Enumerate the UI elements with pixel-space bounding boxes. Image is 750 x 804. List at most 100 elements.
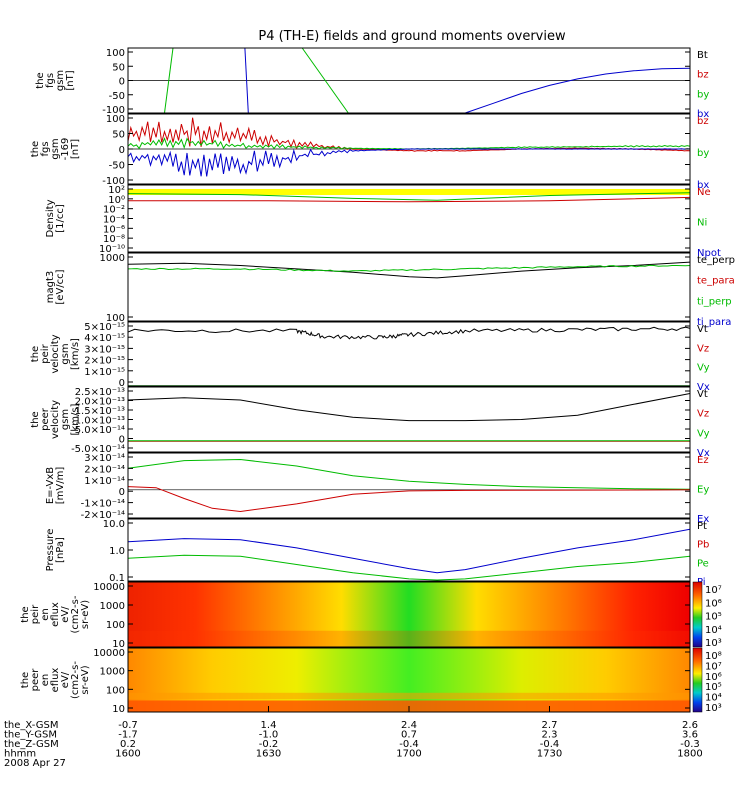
legend-entry: Vx [697, 382, 710, 393]
y-tick-label: 2.0×10⁻¹³ [75, 397, 125, 408]
footer-value: 3.6 [682, 730, 698, 741]
colorbar-label: 10³ [705, 638, 722, 649]
y-axis-label: eV/ [60, 671, 71, 688]
legend-entry: bz [697, 70, 709, 81]
footer-value: 0.2 [120, 739, 136, 750]
y-axis-label: E=-VxB [45, 467, 56, 504]
y-tick-label: -2×10⁻¹⁴ [81, 510, 125, 521]
y-tick-label: -5.0×10⁻¹⁴ [71, 444, 125, 455]
legend-entry: bx [697, 109, 709, 120]
footer-value: 1700 [396, 749, 421, 760]
y-axis-label: the [20, 606, 31, 622]
series-line [127, 486, 691, 513]
y-tick-label: 10000 [93, 648, 125, 659]
legend-entry: Pe [697, 558, 709, 569]
legend-entry: by [697, 89, 709, 100]
y-axis-label: gsm [60, 409, 71, 430]
footer-value: -0.7 [118, 720, 138, 731]
panel-4: 1000 100 magt3 [eV/cc] te_perp te_para ti_perp… [45, 252, 735, 328]
y-tick-label: 5×10⁻¹⁵ [84, 322, 125, 333]
footer-value: -1.0 [259, 730, 279, 741]
colorbar-label: 10⁵ [705, 612, 722, 623]
y-axis-label: gsm [60, 343, 71, 364]
y-tick-label: 10 [112, 704, 125, 715]
footer-value: 1600 [115, 749, 140, 760]
y-tick-label: 1000 [100, 601, 125, 612]
heatmap-band [128, 692, 690, 700]
footer-value: -0.3 [680, 739, 700, 750]
y-axis-label: eV/ [60, 606, 71, 623]
legend-entry: Vt [697, 389, 708, 400]
y-tick-label: 4×10⁻¹⁵ [84, 333, 125, 344]
legend-entry: te_para [697, 276, 735, 287]
y-axis-label: the [30, 346, 41, 362]
y-tick-label: 2×10⁻¹⁵ [84, 356, 125, 367]
panel-9: 10⁷ 10⁶ 10⁵ 10⁴ 10³ 10000 1000 100 10 the peir en ef… [20, 581, 722, 650]
density-band [128, 189, 690, 195]
legend-entry: Ey [697, 485, 709, 496]
y-tick-label: 5.0×10⁻¹⁴ [75, 425, 125, 436]
y-axis-label: en [40, 608, 51, 621]
legend-entry: Bt [697, 50, 708, 61]
y-tick-label: 10⁻⁶ [103, 224, 125, 235]
panel-frame [127, 386, 691, 453]
footer-value: 1.4 [261, 720, 277, 731]
panel-5: 5×10⁻¹⁵4×10⁻¹⁵3×10⁻¹⁵2×10⁻¹⁵1×10⁻¹⁵0 the p… [30, 321, 710, 393]
series-line [127, 554, 691, 581]
y-tick-label: 0 [119, 77, 125, 88]
y-axis-label: eflux [50, 602, 61, 627]
legend-entry: Ne [697, 187, 711, 198]
colorbar [692, 647, 703, 713]
y-axis-label: Pressure [45, 529, 56, 572]
colorbar-label: 10⁶ [705, 598, 722, 609]
legend-entry: Npot [697, 248, 721, 259]
y-axis-label: gsm [55, 70, 66, 91]
y-tick-label: 1000 [100, 253, 125, 264]
y-axis-label: [1/cc] [55, 204, 66, 233]
footer-value: -0.2 [259, 739, 279, 750]
panel-2: 100 50 0 -50 -100 the fgs gsm -169 [nT] bz by bx [30, 113, 709, 191]
y-axis-label: peir [30, 604, 41, 624]
y-tick-label: 1.5×10⁻¹³ [75, 406, 125, 417]
legend-entry: by [697, 148, 709, 159]
series-line [465, 67, 691, 114]
footer-value: 2.3 [542, 730, 558, 741]
y-tick-label: 10 [112, 639, 125, 650]
footer-label: the_X-GSM [4, 720, 58, 731]
y-tick-label: -100 [102, 105, 125, 116]
series-line [127, 148, 691, 177]
panel-frame [127, 581, 691, 648]
series-line [164, 47, 174, 114]
footer-value: -0.4 [399, 739, 419, 750]
colorbar-label: 10⁸ [705, 651, 722, 662]
footer-label: the_Z-GSM [4, 739, 59, 750]
y-tick-label: 50 [112, 62, 125, 73]
y-axis-label: sr-eV) [80, 665, 91, 694]
colorbar-label: 10⁷ [705, 661, 722, 672]
heatmap [128, 582, 690, 647]
colorbar-label: 10⁴ [705, 625, 722, 636]
footer-value: 1800 [677, 749, 702, 760]
y-tick-label: 1×10⁻¹⁴ [84, 476, 125, 487]
colorbar [692, 581, 703, 648]
y-tick-label: 1×10⁻¹⁵ [84, 367, 125, 378]
colorbar-label: 10⁴ [705, 693, 722, 704]
chart-title: P4 (TH-E) fields and ground moments over… [258, 29, 566, 44]
legend-entry: Vy [697, 363, 710, 374]
y-axis-label: [nT] [65, 70, 76, 90]
colorbar-label: 10⁵ [705, 682, 722, 693]
panel-1: 100 50 0 -50 -100 the fgs gsm [nT] Bt bz by bx [35, 47, 709, 120]
colorbar-label: 10³ [705, 703, 722, 714]
footer-value: -1.7 [118, 730, 138, 741]
y-tick-label: 10⁻¹⁰ [99, 244, 125, 255]
legend-entry: Vz [697, 343, 709, 354]
legend-entry: Vt [697, 324, 708, 335]
panel-frame [127, 518, 691, 582]
legend-entry: Vx [697, 448, 710, 459]
y-tick-label: 0.1 [109, 573, 125, 584]
y-axis-label: Density [45, 199, 56, 237]
